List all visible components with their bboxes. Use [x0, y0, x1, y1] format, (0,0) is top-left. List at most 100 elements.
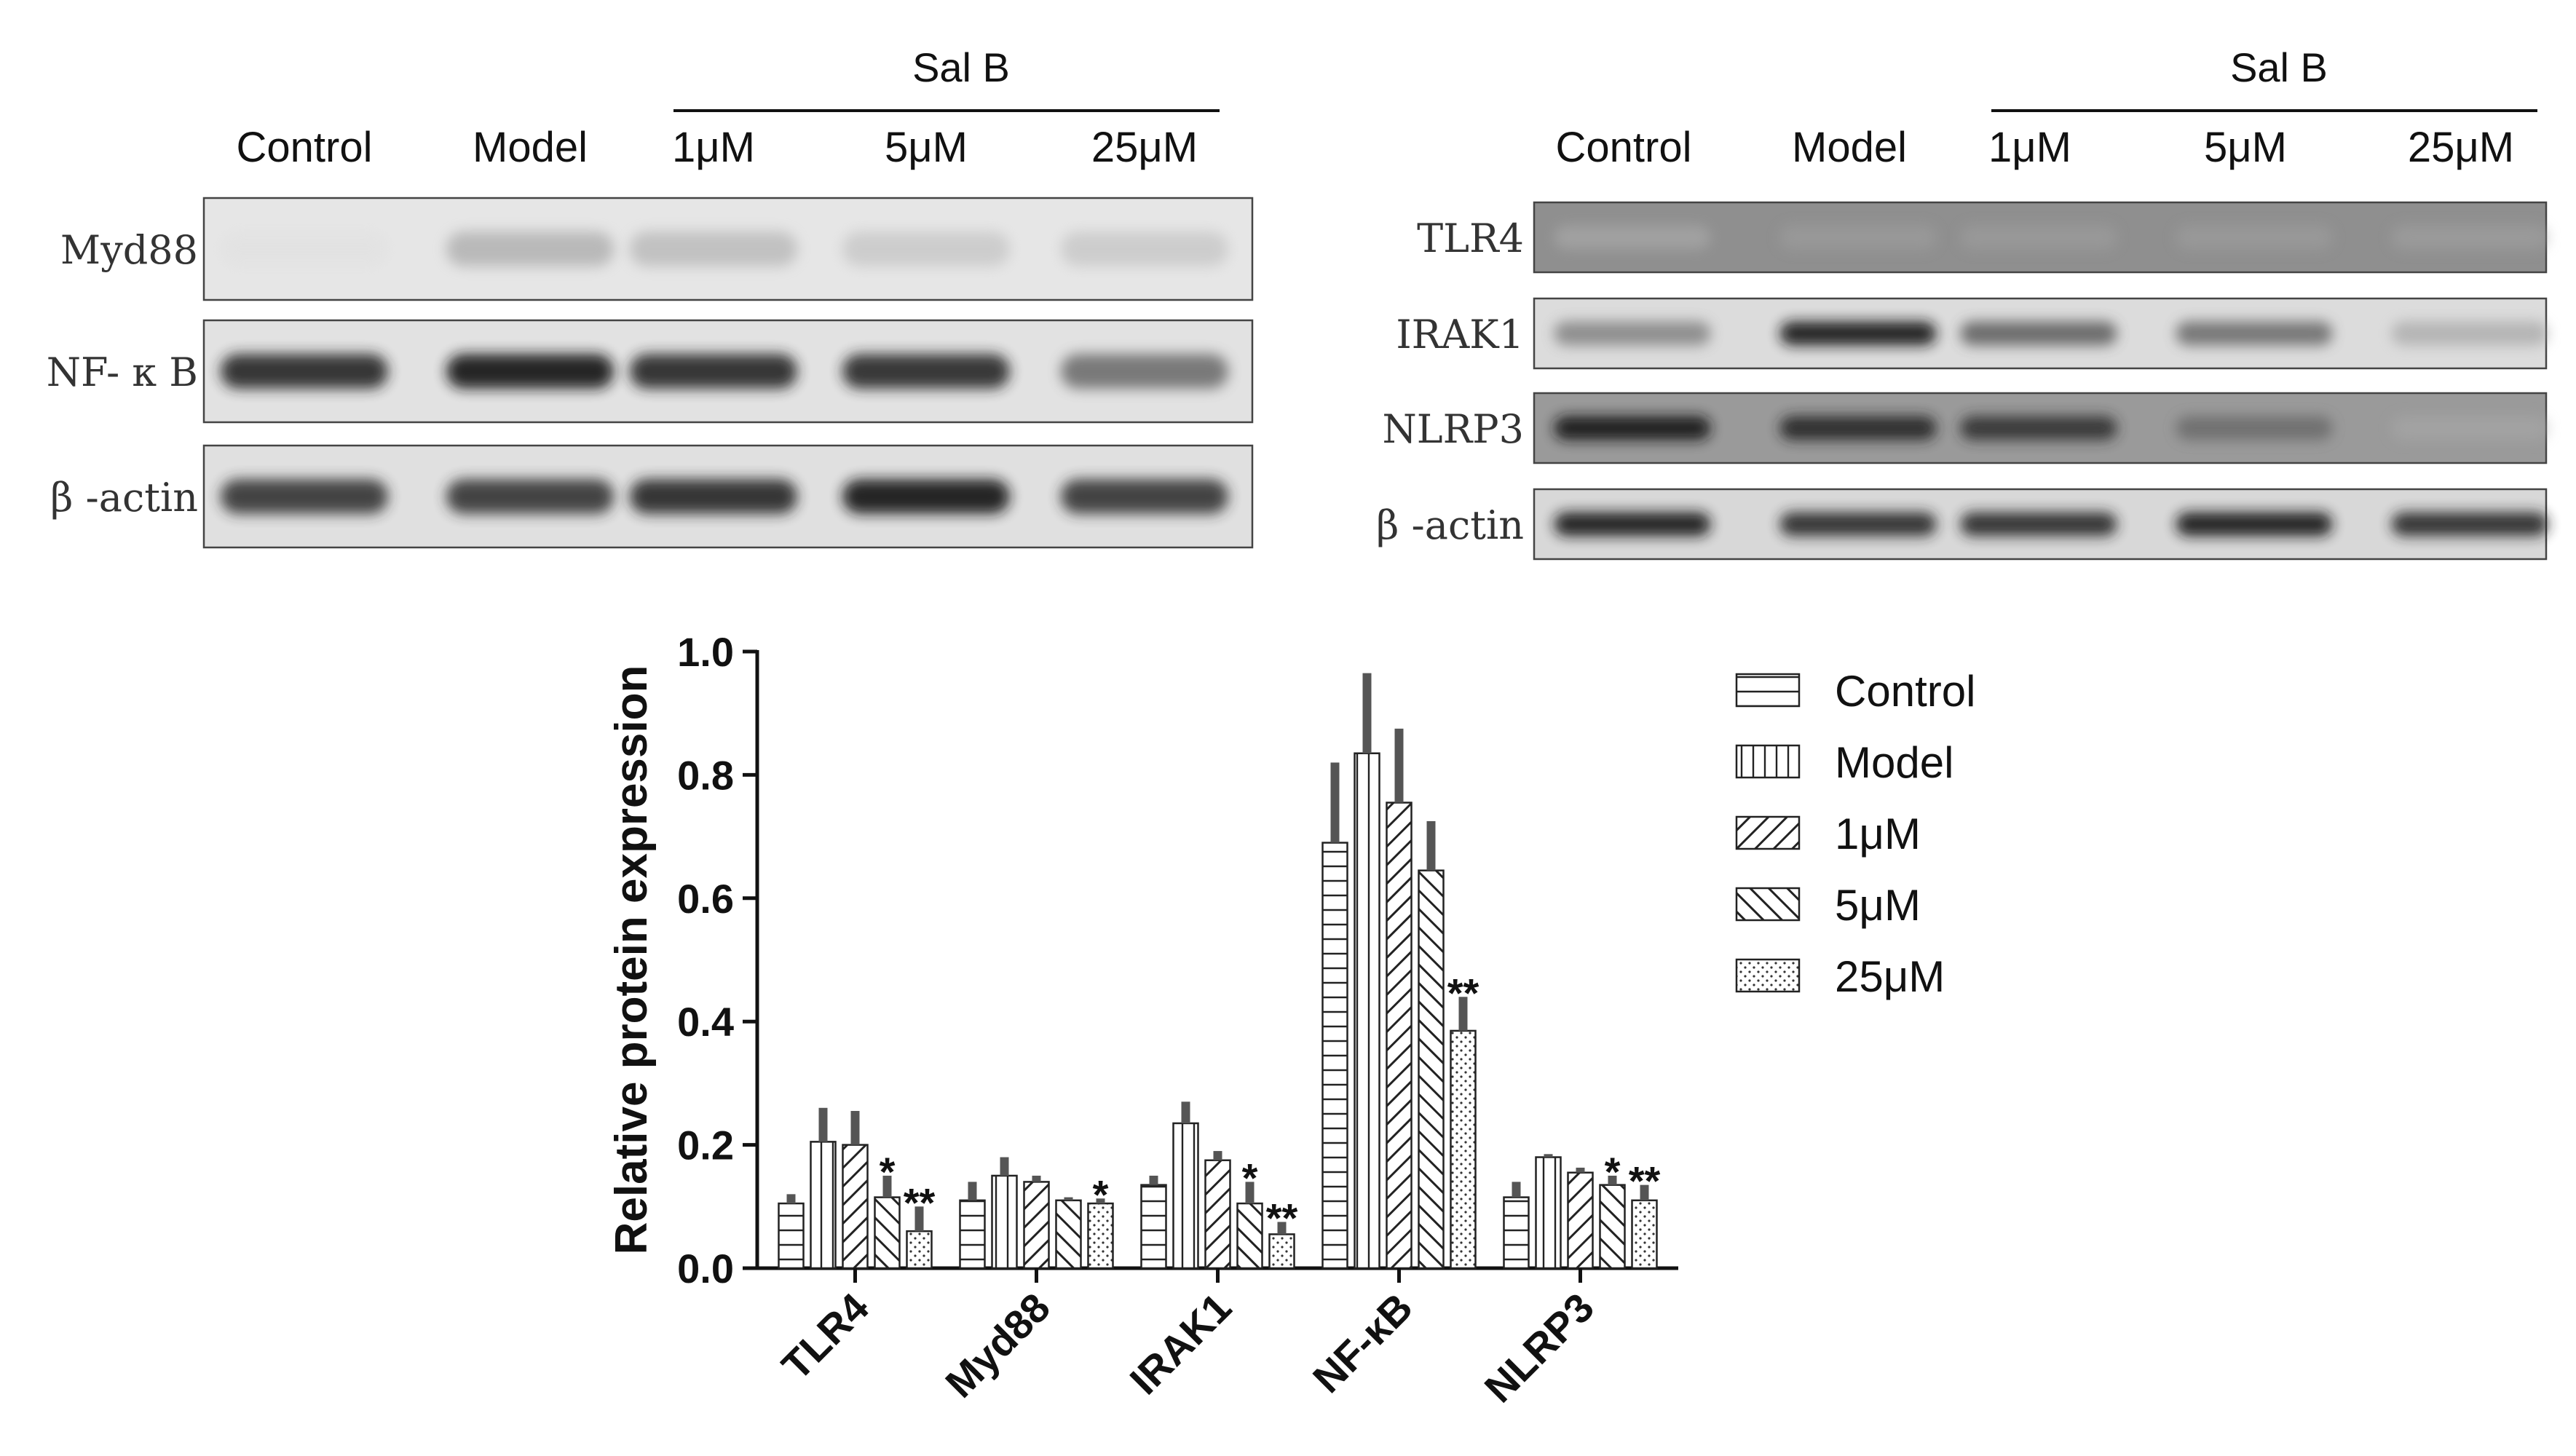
blot-row: β -actin [50, 444, 1254, 549]
y-axis-label: Relative protein expression [607, 665, 657, 1255]
bar [1087, 1202, 1114, 1270]
protein-label: Myd88 [60, 227, 198, 273]
protein-band [2176, 512, 2333, 537]
x-tick-label: TLR4 [773, 1284, 877, 1389]
protein-band [1779, 512, 1937, 537]
legend-swatch [1735, 744, 1801, 779]
blot-row: TLR4 [1417, 201, 2548, 274]
protein-band [1554, 321, 1711, 346]
protein-label: NLRP3 [1383, 406, 1524, 452]
protein-band [1554, 512, 1711, 537]
error-bar [786, 1194, 796, 1204]
bar [810, 1141, 837, 1270]
protein-band [446, 354, 614, 389]
sal-b-label: Sal B [912, 44, 1010, 90]
x-tick-label: IRAK1 [1121, 1284, 1240, 1403]
lane-label: Control [1556, 124, 1692, 171]
blot-row: NLRP3 [1383, 392, 2548, 464]
blot-row: IRAK1 [1396, 297, 2548, 370]
protein-label: IRAK1 [1396, 312, 1524, 357]
legend-swatch [1735, 958, 1801, 993]
legend-entry: 1μM [1735, 810, 1921, 858]
protein-band [2176, 225, 2333, 250]
blot-row: β -actin [1376, 488, 2548, 561]
significance-mark: * [1242, 1155, 1258, 1200]
protein-band [630, 479, 797, 514]
legend-label: 1μM [1835, 810, 1921, 858]
significance-mark: ** [1266, 1195, 1298, 1241]
legend-label: 25μM [1835, 952, 1945, 1001]
bar [1354, 752, 1380, 1270]
error-bar [1032, 1175, 1041, 1182]
protein-band [1554, 225, 1711, 250]
legend-label: Model [1835, 738, 1953, 787]
x-tick-label: Myd88 [936, 1284, 1059, 1406]
protein-band [2391, 321, 2548, 346]
lane-label: 25μM [2408, 124, 2514, 171]
error-bar [818, 1107, 828, 1142]
protein-band [1779, 416, 1937, 440]
error-bar [882, 1175, 892, 1198]
error-bar [1149, 1175, 1158, 1185]
significance-mark: ** [1629, 1158, 1661, 1204]
protein-band [1779, 321, 1937, 346]
legend-entry: Model [1735, 738, 1953, 787]
protein-band [842, 479, 1010, 514]
protein-band [221, 232, 388, 266]
error-bar [1394, 728, 1404, 803]
protein-label: NF- κ B [47, 349, 198, 395]
protein-band [2176, 321, 2333, 346]
legend-entry: 25μM [1735, 952, 1945, 1001]
protein-band [1061, 354, 1228, 389]
error-bar [1000, 1157, 1009, 1176]
legend-swatch [1735, 673, 1801, 708]
error-bar [1608, 1175, 1617, 1185]
y-tick-label: 0.2 [677, 1123, 734, 1168]
bar [1236, 1202, 1263, 1270]
protein-band [1960, 416, 2117, 440]
error-bar [914, 1206, 924, 1232]
protein-band [842, 232, 1010, 266]
protein-band [2391, 225, 2548, 250]
bar [1140, 1184, 1167, 1270]
western-blot-left: Sal B Control Model 1μM 5μM 25μM Myd88 NF- κ B β… [47, 44, 1254, 549]
legend-entry: Control [1735, 667, 1975, 716]
error-bar [1064, 1197, 1073, 1200]
bar [874, 1196, 901, 1270]
bar [1055, 1199, 1082, 1270]
error-bar [1245, 1182, 1255, 1204]
y-tick-label: 0.4 [677, 999, 734, 1045]
x-tick-label: NF-κB [1304, 1284, 1421, 1401]
bar [778, 1202, 805, 1270]
lane-label: 5μM [885, 124, 968, 171]
protein-band [221, 479, 388, 514]
protein-band [1779, 225, 1937, 250]
bar [1567, 1171, 1594, 1270]
error-bar [1213, 1151, 1222, 1160]
bar-chart: Relative protein expression 0.0 0.2 0.4 0.6 0… [607, 629, 1975, 1411]
lane-label: Control [237, 124, 373, 171]
lane-label: 1μM [1988, 124, 2071, 171]
bar [1535, 1156, 1562, 1270]
error-bar [1277, 1222, 1287, 1235]
error-bar [1426, 820, 1436, 871]
legend-label: 5μM [1835, 881, 1921, 930]
western-blot-right: Sal B Control Model 1μM 5μM 25μM TLR4 IRAK1 NLRP… [1376, 44, 2548, 561]
significance-mark: * [1605, 1149, 1621, 1195]
legend-swatch [1735, 887, 1801, 922]
y-tick-label: 1.0 [677, 629, 734, 675]
lane-label: 25μM [1091, 124, 1198, 171]
legend-swatch [1735, 815, 1801, 850]
sal-b-label: Sal B [2230, 44, 2328, 90]
error-bar [968, 1182, 977, 1200]
blot-row: NF- κ B [47, 319, 1254, 424]
error-bar [1362, 673, 1372, 753]
protein-band [1061, 232, 1228, 266]
bar [991, 1174, 1018, 1270]
x-tick-label: NLRP3 [1476, 1284, 1603, 1411]
blot-row: Myd88 [60, 197, 1254, 301]
bar [1503, 1196, 1530, 1270]
error-bar [1096, 1198, 1105, 1204]
bar [1268, 1233, 1295, 1270]
